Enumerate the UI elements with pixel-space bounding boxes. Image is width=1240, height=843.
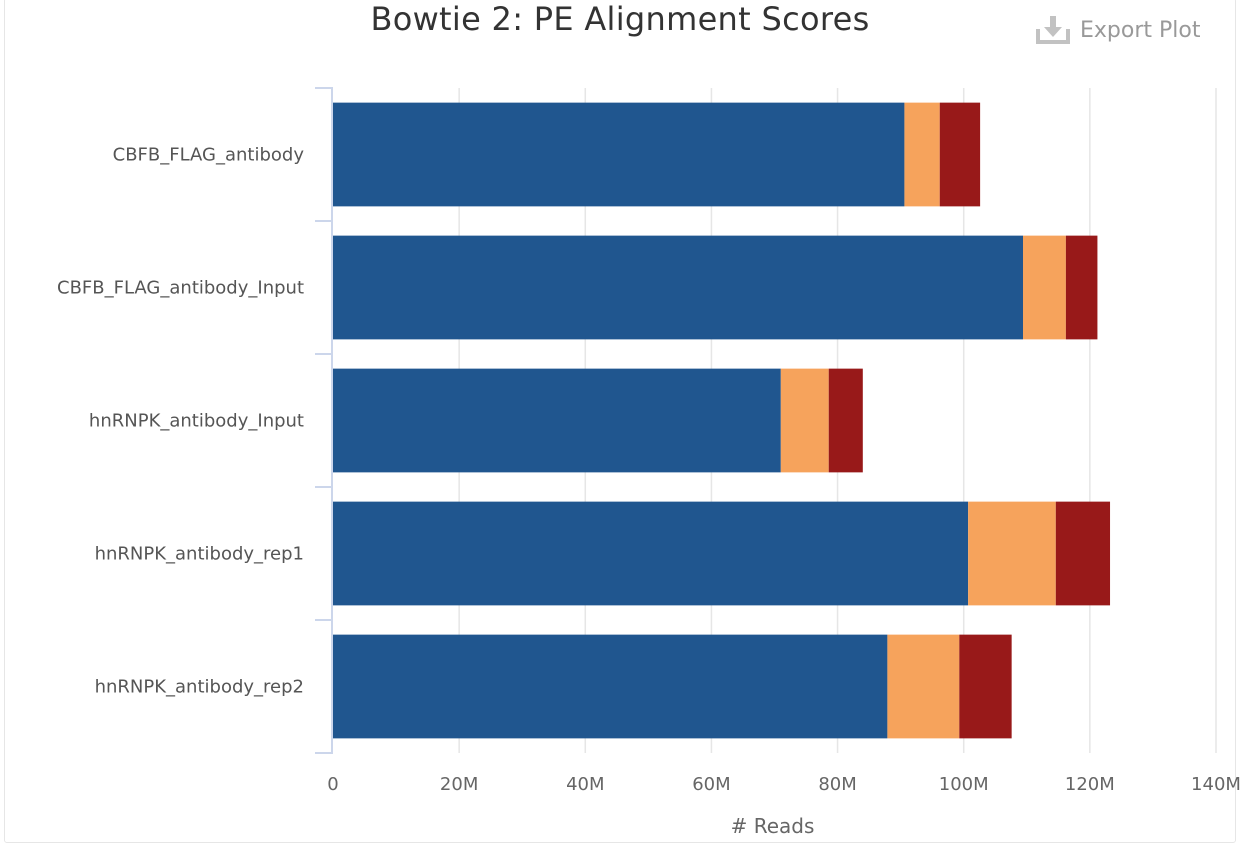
x-tick-label: 0 [327, 774, 338, 795]
bar-segment[interactable] [333, 102, 905, 207]
bar-segment[interactable] [828, 368, 863, 473]
export-plot-label: Export Plot [1080, 17, 1201, 43]
x-tick-label: 20M [440, 774, 478, 795]
x-tick-label: 80M [818, 774, 856, 795]
category-label: CBFB_FLAG_antibody_Input [57, 278, 304, 299]
bar-segment[interactable] [780, 368, 829, 473]
x-tick-label: 40M [566, 774, 604, 795]
chart-title: Bowtie 2: PE Alignment Scores [370, 0, 870, 38]
x-tick-label: 100M [939, 774, 989, 795]
x-axis-title: # Reads [731, 814, 815, 835]
bar-segment[interactable] [887, 634, 960, 739]
bar-segment[interactable] [904, 102, 940, 207]
export-plot-button[interactable]: Export Plot [1036, 14, 1200, 46]
category-label: hnRNPK_antibody_rep1 [95, 544, 304, 565]
bar-segment[interactable] [1055, 501, 1111, 606]
bar-segment[interactable] [333, 368, 781, 473]
x-tick-label: 120M [1065, 774, 1115, 795]
bar-segment[interactable] [939, 102, 981, 207]
bar-segment[interactable] [333, 235, 1024, 340]
bar-segment[interactable] [1065, 235, 1098, 340]
bar-segment[interactable] [1023, 235, 1066, 340]
bar-segment[interactable] [959, 634, 1012, 739]
category-label: hnRNPK_antibody_rep2 [95, 677, 304, 698]
x-tick-label: 60M [692, 774, 730, 795]
x-tick-label: 140M [1191, 774, 1240, 795]
bar-segment[interactable] [333, 634, 888, 739]
download-icon [1036, 15, 1070, 45]
category-label: hnRNPK_antibody_Input [89, 411, 304, 432]
category-label: CBFB_FLAG_antibody [113, 145, 305, 166]
bar-segment[interactable] [333, 501, 969, 606]
bar-segment[interactable] [968, 501, 1056, 606]
